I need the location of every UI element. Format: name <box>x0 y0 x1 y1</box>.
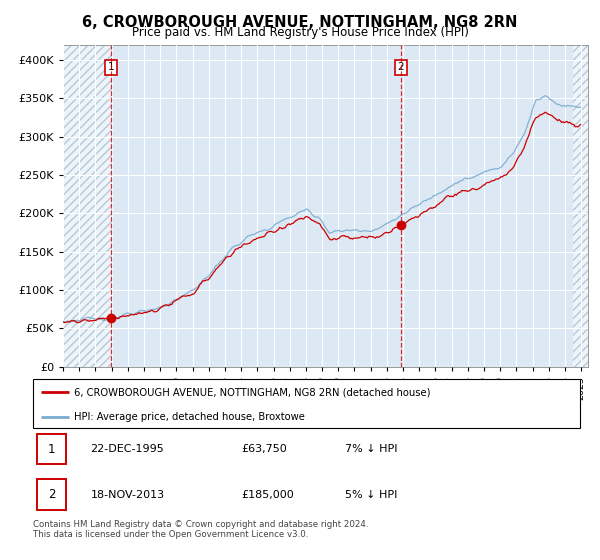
Text: 7% ↓ HPI: 7% ↓ HPI <box>345 444 397 454</box>
Text: 22-DEC-1995: 22-DEC-1995 <box>91 444 164 454</box>
Text: 5% ↓ HPI: 5% ↓ HPI <box>345 489 397 500</box>
Bar <box>573 45 588 367</box>
Text: 2: 2 <box>398 62 404 72</box>
Text: £63,750: £63,750 <box>241 444 287 454</box>
Text: Contains HM Land Registry data © Crown copyright and database right 2024.
This d: Contains HM Land Registry data © Crown c… <box>33 520 368 539</box>
Bar <box>573 45 588 367</box>
Text: Price paid vs. HM Land Registry's House Price Index (HPI): Price paid vs. HM Land Registry's House … <box>131 26 469 39</box>
Bar <box>63 45 111 367</box>
FancyBboxPatch shape <box>37 479 66 510</box>
Text: 6, CROWBOROUGH AVENUE, NOTTINGHAM, NG8 2RN: 6, CROWBOROUGH AVENUE, NOTTINGHAM, NG8 2… <box>82 15 518 30</box>
Text: 2: 2 <box>48 488 55 501</box>
Text: HPI: Average price, detached house, Broxtowe: HPI: Average price, detached house, Brox… <box>74 412 305 422</box>
FancyBboxPatch shape <box>37 433 66 464</box>
Text: 6, CROWBOROUGH AVENUE, NOTTINGHAM, NG8 2RN (detached house): 6, CROWBOROUGH AVENUE, NOTTINGHAM, NG8 2… <box>74 388 431 398</box>
Text: 18-NOV-2013: 18-NOV-2013 <box>91 489 164 500</box>
Bar <box>63 45 111 367</box>
Text: 1: 1 <box>107 62 114 72</box>
Text: £185,000: £185,000 <box>241 489 293 500</box>
Text: 1: 1 <box>48 442 55 456</box>
FancyBboxPatch shape <box>33 379 580 428</box>
